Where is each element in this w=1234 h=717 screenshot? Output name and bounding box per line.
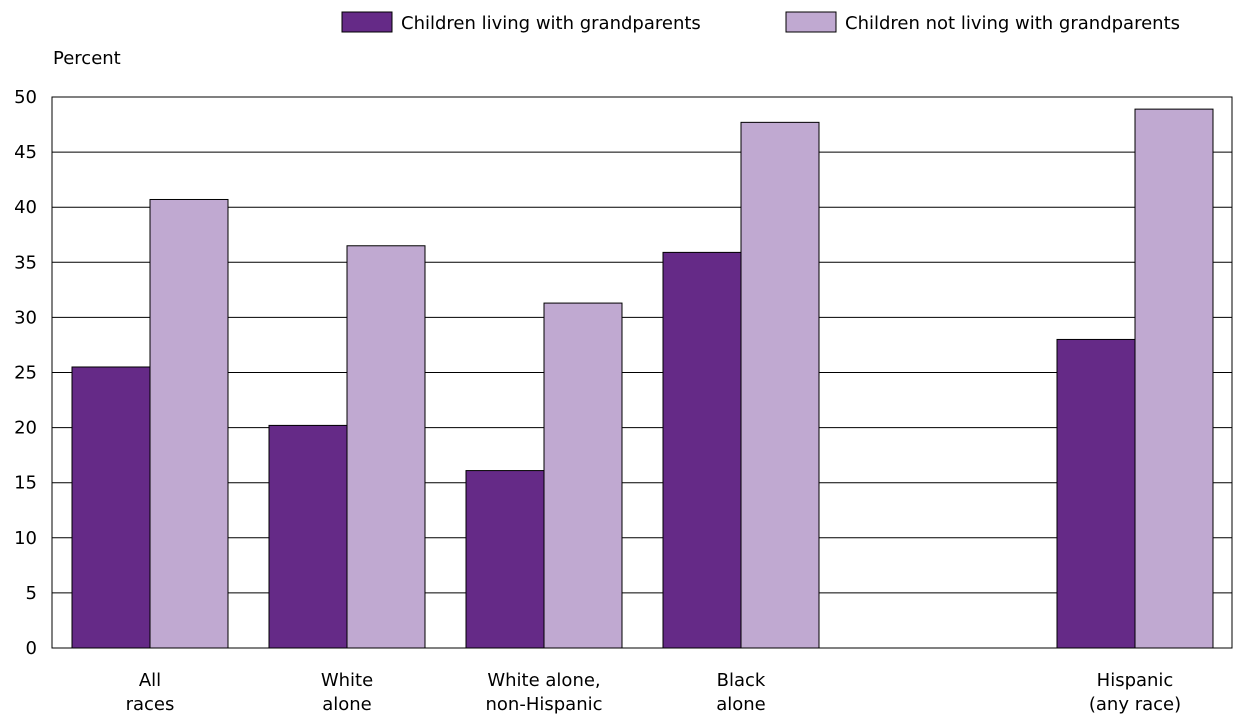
x-category-label: Hispanic [1097,670,1174,691]
y-tick-label: 5 [26,583,37,604]
y-tick-label: 20 [14,418,37,439]
x-category-label: Black [717,670,766,691]
x-category-label: White alone, [487,670,600,691]
x-category-label: non-Hispanic [486,694,603,715]
x-category-label: alone [716,694,766,715]
y-tick-label: 0 [26,638,37,659]
x-category-label: White [321,670,373,691]
x-category-label: All [139,670,161,691]
plot-frame [51,96,1233,649]
bar-living-with-grandparents [71,366,151,649]
bar-not-living-with-grandparents [149,198,229,649]
y-tick-label: 40 [14,197,37,218]
x-category-label: races [126,694,175,715]
y-tick-label: 50 [14,87,37,108]
y-tick-label: 45 [14,142,37,163]
y-tick-label: 30 [14,307,37,328]
gridlines [52,96,1232,649]
legend-label-not-living-with-grandparents: Children not living with grandparents [845,13,1180,34]
y-tick-label: 15 [14,473,37,494]
bar-living-with-grandparents [662,251,742,649]
x-category-label: (any race) [1089,694,1181,715]
y-tick-label: 25 [14,363,37,384]
x-axis-labels: All races White alone White alone, non-Hispan… [126,670,1182,715]
y-tick-label: 10 [14,528,37,549]
legend-swatch-living-with-grandparents [341,11,393,33]
bar-living-with-grandparents [1056,338,1136,649]
bars [71,108,1214,649]
bar-not-living-with-grandparents [740,121,820,649]
x-category-label: alone [322,694,372,715]
bar-not-living-with-grandparents [346,245,426,649]
bar-living-with-grandparents [268,424,348,649]
legend-swatch-not-living-with-grandparents [785,11,837,33]
y-axis-title: Percent [53,48,121,69]
bar-not-living-with-grandparents [1134,108,1214,649]
y-axis-ticks: 0 5 10 15 20 25 30 35 40 45 50 [14,87,37,659]
bar-not-living-with-grandparents [543,302,623,649]
y-tick-label: 35 [14,252,37,273]
legend: Children living with grandparents Childr… [341,11,1180,34]
legend-label-living-with-grandparents: Children living with grandparents [401,13,701,34]
bar-living-with-grandparents [465,470,545,649]
